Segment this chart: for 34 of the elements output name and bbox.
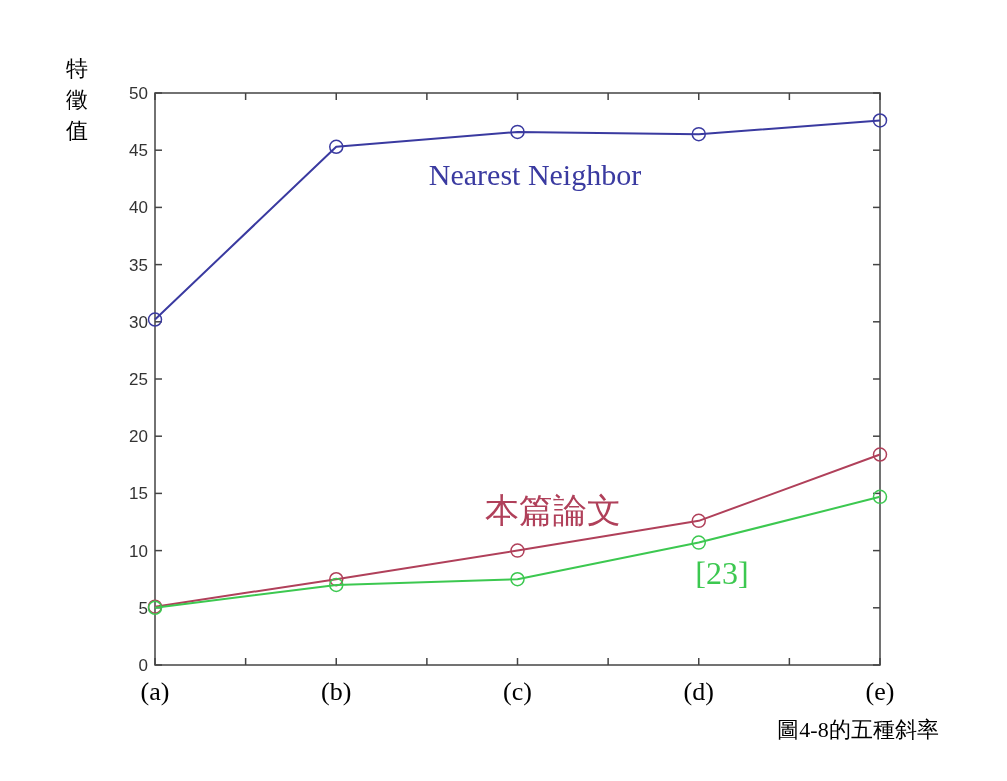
y-tick-label: 5: [138, 598, 148, 618]
y-axis-title: 特徵值: [66, 56, 88, 143]
x-tick-label: (b): [321, 677, 352, 706]
point: [147, 312, 163, 327]
x-tick-label: (c): [503, 677, 532, 706]
point: [872, 489, 888, 505]
y-tick-label: 30: [129, 312, 148, 332]
point: [691, 535, 706, 550]
y-tick-label: 45: [129, 141, 148, 161]
point: [872, 447, 888, 462]
y-tick-label: 0: [138, 656, 148, 675]
y-tick-label: 50: [129, 84, 148, 103]
series-label: 本篇論文: [485, 492, 621, 529]
x-tick-label: (d): [683, 677, 714, 706]
y-tick-label: 10: [129, 541, 148, 561]
y-tick-label: 35: [129, 255, 148, 275]
point: [691, 513, 706, 529]
point: [691, 126, 706, 142]
point: [510, 124, 525, 140]
point: [329, 577, 344, 593]
series-label: Nearest Neighbor: [428, 158, 642, 191]
point: [329, 571, 344, 587]
x-tick-label: (e): [865, 677, 895, 706]
point: [510, 571, 525, 587]
y-tick-label: 15: [129, 484, 148, 504]
y-tick-label: 20: [129, 427, 148, 447]
point: [872, 113, 888, 128]
series-label: [23]: [695, 555, 749, 591]
point: [329, 139, 344, 155]
point: [510, 543, 525, 558]
x-tick-label: (a): [140, 677, 170, 706]
y-tick-label: 25: [129, 370, 148, 389]
y-tick-label: 40: [129, 198, 148, 218]
caption: 圖4-8的五種斜率: [777, 717, 939, 742]
